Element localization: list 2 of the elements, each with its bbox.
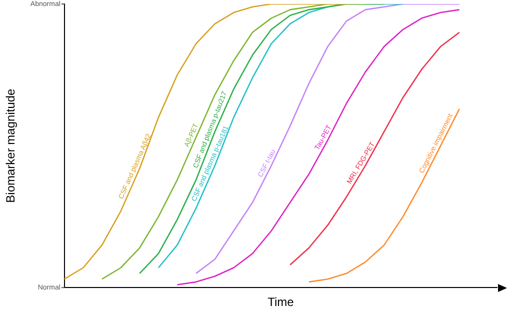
x-axis-title: Time (268, 295, 294, 310)
y-axis-title: Biomarker magnitude (4, 88, 18, 203)
